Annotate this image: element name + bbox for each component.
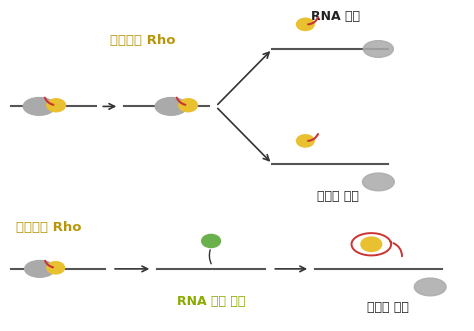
- Ellipse shape: [23, 98, 55, 115]
- Text: 쿔아가는 Rho: 쿔아가는 Rho: [110, 34, 175, 47]
- Ellipse shape: [363, 173, 394, 191]
- Circle shape: [361, 237, 382, 252]
- Circle shape: [47, 261, 64, 274]
- Text: 기다리는 Rho: 기다리는 Rho: [16, 221, 81, 234]
- Text: RNA 구조 변화: RNA 구조 변화: [177, 295, 245, 308]
- Circle shape: [297, 18, 314, 30]
- Text: 복합체 해체: 복합체 해체: [367, 301, 409, 314]
- Circle shape: [179, 99, 197, 112]
- Ellipse shape: [364, 41, 393, 57]
- Circle shape: [297, 135, 314, 147]
- Circle shape: [201, 234, 220, 248]
- Ellipse shape: [155, 98, 187, 115]
- Ellipse shape: [414, 278, 446, 296]
- Circle shape: [47, 99, 65, 112]
- Text: RNA 방출: RNA 방출: [311, 10, 360, 23]
- Ellipse shape: [25, 260, 55, 277]
- Text: 복합체 해체: 복합체 해체: [318, 190, 359, 203]
